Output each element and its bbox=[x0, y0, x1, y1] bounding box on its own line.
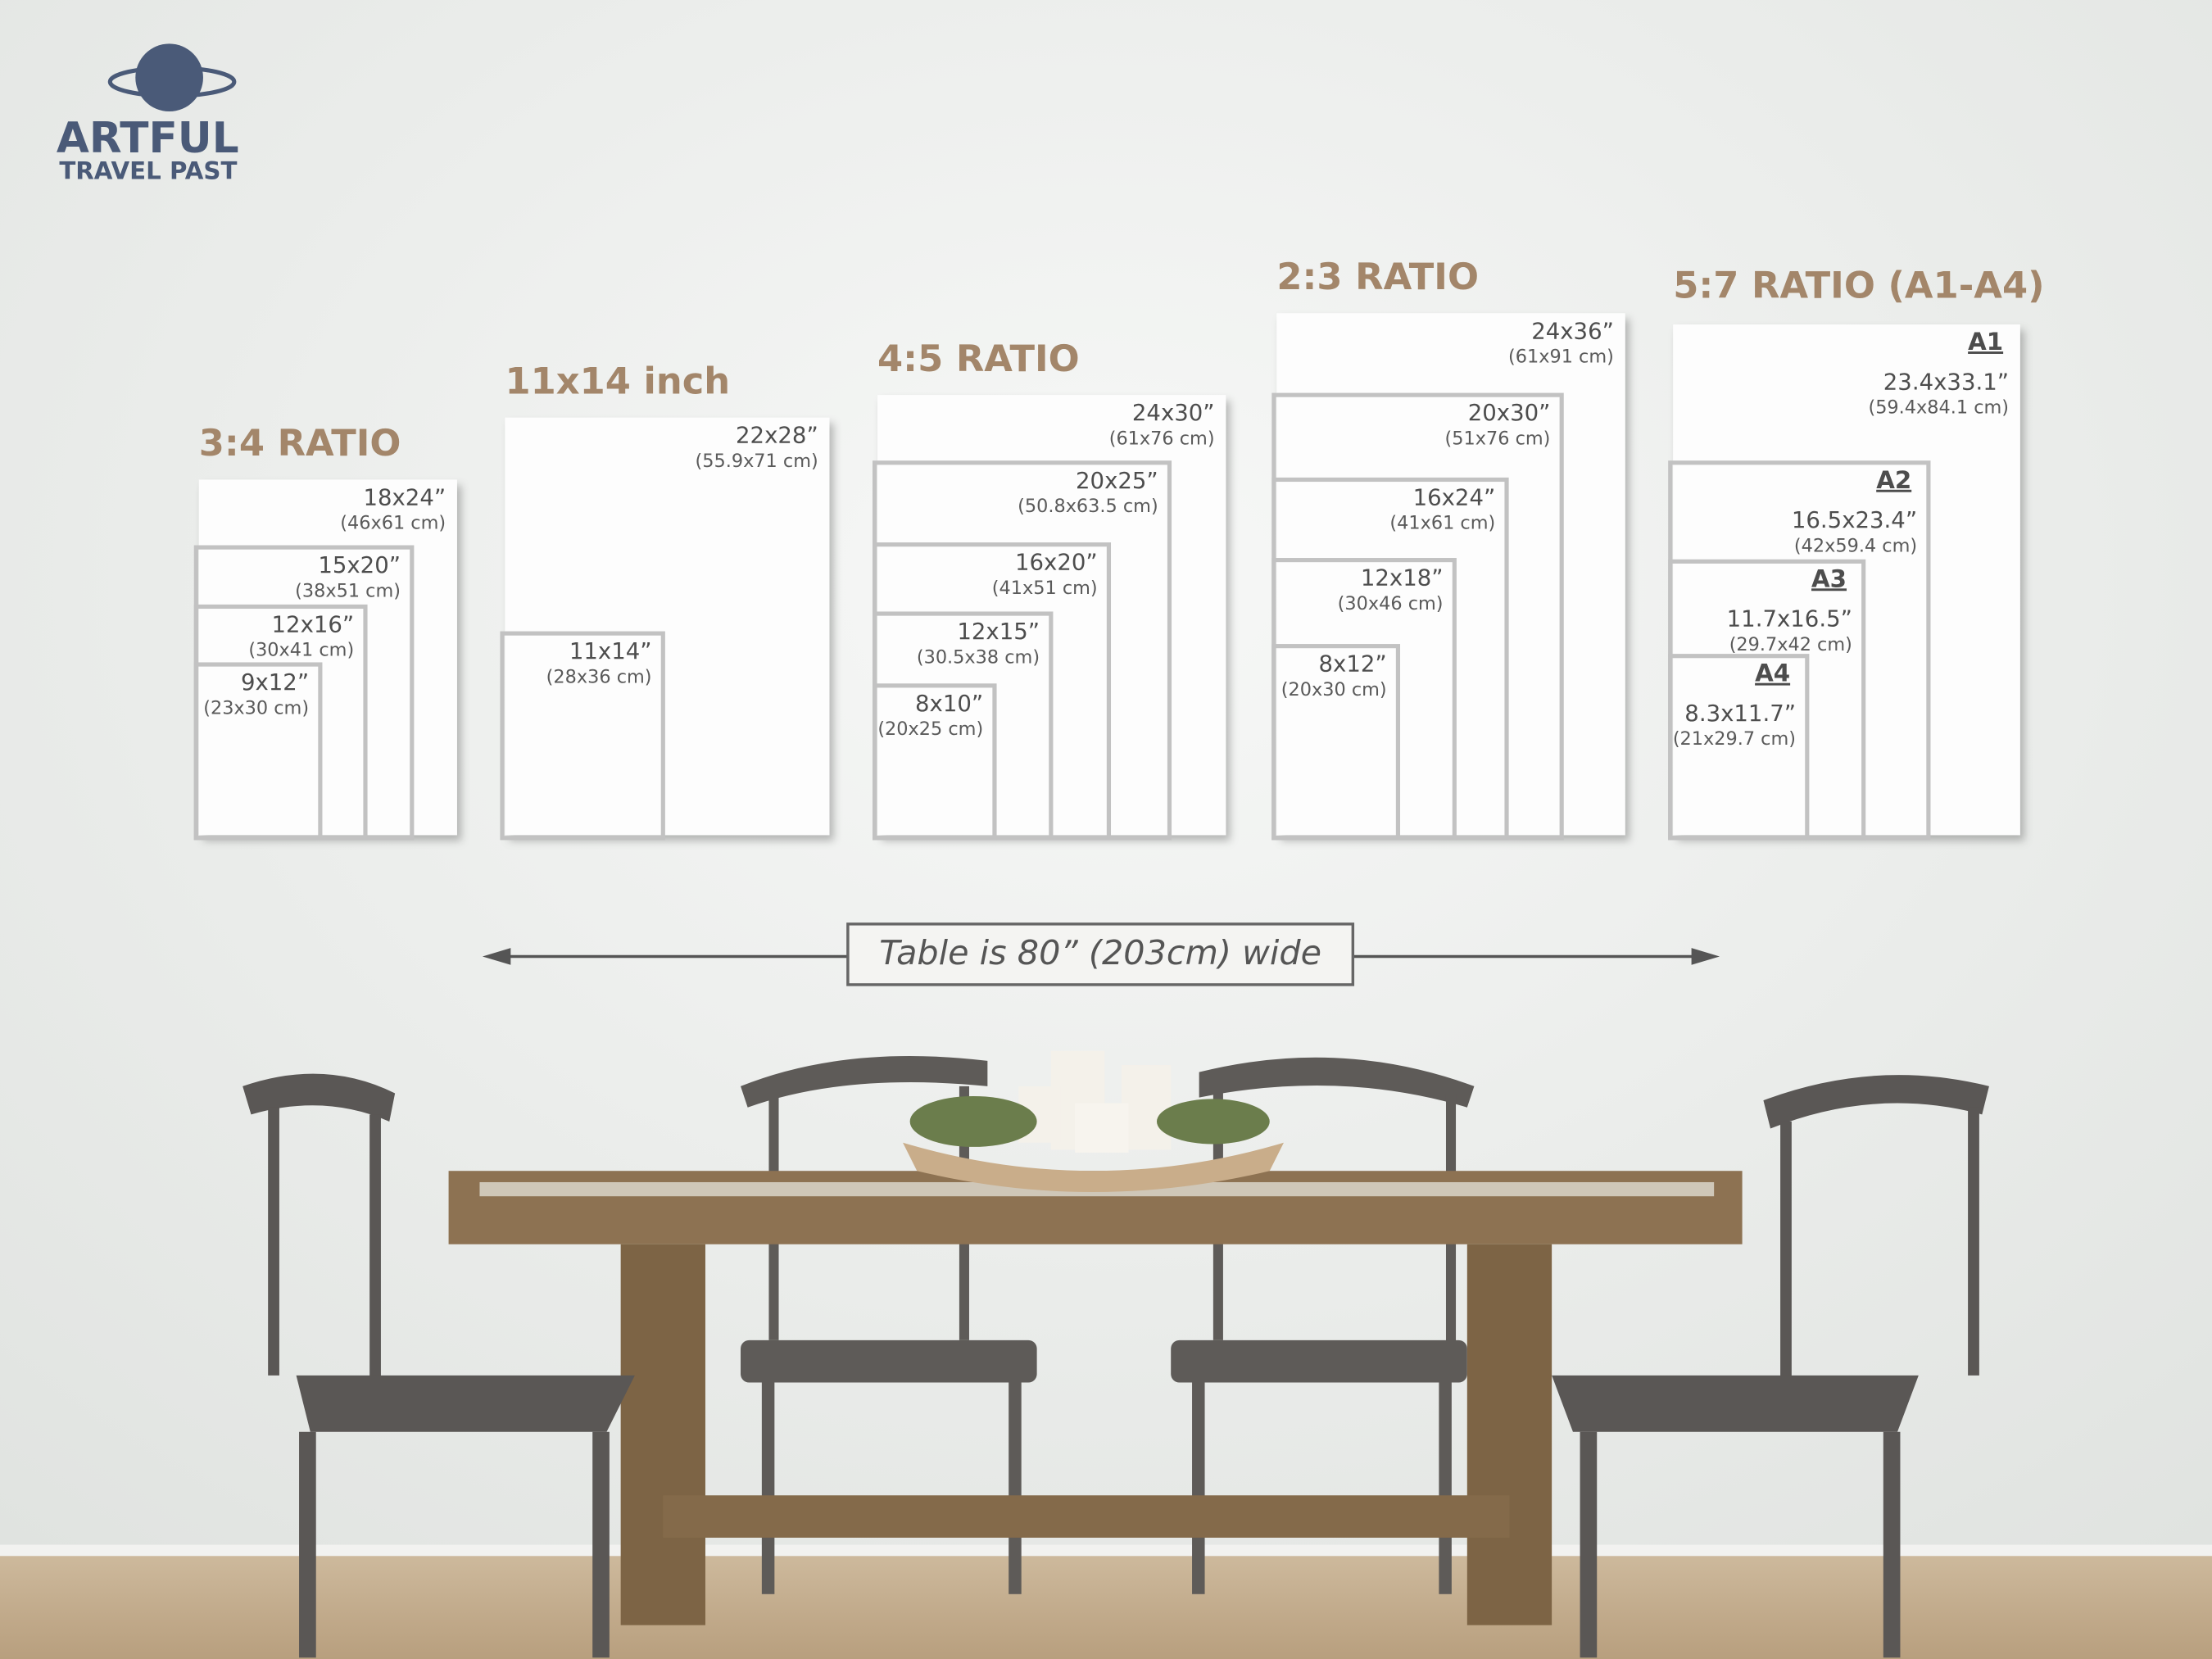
front-chairs bbox=[243, 1073, 1989, 1658]
size-group: 5:7 RATIO (A1-A4) A1 23.4x33.1”(59.4x84.1 … bbox=[1668, 263, 2045, 841]
size-inches: 12x16” bbox=[272, 611, 355, 637]
back-chairs bbox=[741, 1055, 1475, 1594]
size-outline bbox=[500, 631, 665, 841]
brand-name: ARTFUL bbox=[57, 114, 239, 163]
size-cm: (20x25 cm) bbox=[877, 718, 983, 740]
size-inches: 8.3x11.7” bbox=[1684, 700, 1796, 727]
size-cm: (55.9x71 cm) bbox=[696, 451, 818, 472]
size-inches: 24x36” bbox=[1531, 318, 1614, 344]
size-inches: 12x15” bbox=[957, 619, 1040, 645]
size-name: A1 bbox=[1968, 328, 2003, 356]
furniture bbox=[243, 1050, 1989, 1658]
size-outline bbox=[1271, 644, 1401, 841]
print-panel bbox=[505, 417, 830, 836]
size-cm: (61x91 cm) bbox=[1508, 347, 1614, 368]
size-outline bbox=[873, 683, 997, 841]
size-cm: (61x76 cm) bbox=[1109, 428, 1215, 449]
size-inches: 20x30” bbox=[1468, 400, 1551, 426]
table bbox=[448, 1050, 1743, 1625]
size-cm: (30x46 cm) bbox=[1338, 593, 1444, 614]
size-inches: 20x25” bbox=[1076, 468, 1158, 494]
size-cm: (51x76 cm) bbox=[1445, 428, 1551, 449]
baseboard bbox=[0, 1544, 2212, 1557]
size-name: A2 bbox=[1876, 466, 1911, 494]
table-width: Table is 80” (203cm) wide bbox=[482, 922, 1720, 986]
size-cm: (30x41 cm) bbox=[248, 640, 354, 661]
size-inches: 9x12” bbox=[241, 669, 309, 696]
group-title: 3:4 RATIO bbox=[199, 421, 401, 465]
size-group: 2:3 RATIO 24x36” (61x91 cm) 20x30”(51x76 cm… bbox=[1271, 255, 1625, 841]
size-inches: 8x10” bbox=[915, 691, 983, 717]
print-panel bbox=[1276, 313, 1625, 836]
size-inches: 8x12” bbox=[1319, 651, 1387, 678]
size-cm: (50.8x63.5 cm) bbox=[1018, 496, 1158, 517]
size-inches: 11x14” bbox=[569, 638, 652, 664]
print-panel bbox=[1673, 324, 2020, 836]
size-cm: (41x51 cm) bbox=[992, 578, 1098, 599]
size-cm: (42x59.4 cm) bbox=[1794, 535, 1917, 556]
logo: ARTFUL TRAVEL PAST bbox=[57, 43, 239, 185]
size-inches: 16.5x23.4” bbox=[1792, 507, 1917, 533]
size-cm: (29.7x42 cm) bbox=[1729, 634, 1852, 655]
size-cm: (20x30 cm) bbox=[1281, 679, 1387, 700]
size-inches: 22x28” bbox=[736, 423, 818, 449]
size-cm: (38x51 cm) bbox=[295, 580, 401, 601]
size-cm: (46x61 cm) bbox=[340, 513, 446, 534]
size-name: A3 bbox=[1811, 564, 1847, 592]
size-inches: 12x18” bbox=[1361, 565, 1444, 592]
size-inches: 16x20” bbox=[1015, 550, 1098, 576]
group-title: 5:7 RATIO (A1-A4) bbox=[1673, 263, 2044, 306]
size-inches: 11.7x16.5” bbox=[1727, 606, 1852, 632]
size-cm: (41x61 cm) bbox=[1389, 513, 1495, 534]
size-panels: 3:4 RATIO 18x24” (46x61 cm) 15x20”(38x51 cm… bbox=[193, 255, 2045, 841]
size-outline bbox=[1668, 654, 1810, 841]
size-inches: 24x30” bbox=[1132, 400, 1215, 426]
size-inches: 16x24” bbox=[1413, 484, 1496, 510]
size-inches: 15x20” bbox=[318, 552, 401, 578]
group-title: 2:3 RATIO bbox=[1276, 255, 1479, 298]
size-inches: 18x24” bbox=[363, 484, 446, 510]
size-name: A4 bbox=[1755, 660, 1790, 687]
group-title: 4:5 RATIO bbox=[877, 337, 1080, 380]
size-group: 4:5 RATIO 24x30”(61x76 cm) 20x25”(50.8x63.… bbox=[873, 337, 1226, 841]
size-outline bbox=[193, 662, 323, 841]
brand-tagline: TRAVEL PAST bbox=[59, 157, 237, 185]
table-note: Table is 80” (203cm) wide bbox=[879, 933, 1321, 972]
size-cm: (21x29.7 cm) bbox=[1673, 728, 1796, 750]
floor bbox=[0, 1556, 2212, 1659]
size-inches: 23.4x33.1” bbox=[1883, 369, 2009, 395]
group-title: 11x14 inch bbox=[505, 359, 730, 402]
size-group: 3:4 RATIO 18x24” (46x61 cm) 15x20”(38x51 cm… bbox=[193, 421, 457, 841]
size-cm: (23x30 cm) bbox=[203, 697, 309, 718]
size-cm: (30.5x38 cm) bbox=[917, 646, 1040, 668]
size-cm: (28x36 cm) bbox=[546, 666, 652, 687]
size-cm: (59.4x84.1 cm) bbox=[1868, 397, 2009, 419]
